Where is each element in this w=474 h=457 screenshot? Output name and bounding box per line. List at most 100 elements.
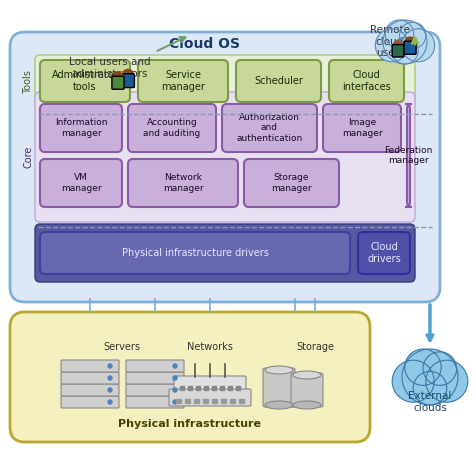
FancyBboxPatch shape	[40, 60, 130, 102]
FancyBboxPatch shape	[128, 104, 216, 152]
Circle shape	[423, 352, 456, 385]
Text: Storage: Storage	[296, 342, 334, 352]
FancyBboxPatch shape	[61, 396, 119, 408]
FancyBboxPatch shape	[35, 92, 415, 222]
Text: Physical infrastructure drivers: Physical infrastructure drivers	[121, 248, 268, 258]
Text: Servers: Servers	[103, 342, 140, 352]
Circle shape	[405, 37, 415, 48]
Ellipse shape	[265, 366, 293, 374]
Text: Administrator
tools: Administrator tools	[52, 70, 118, 92]
Circle shape	[108, 364, 112, 368]
FancyBboxPatch shape	[291, 373, 323, 407]
FancyBboxPatch shape	[392, 45, 404, 57]
FancyBboxPatch shape	[263, 368, 295, 407]
FancyBboxPatch shape	[126, 372, 184, 384]
Text: Drivers: Drivers	[23, 235, 33, 271]
FancyBboxPatch shape	[126, 384, 184, 396]
Text: Accounting
and auditing: Accounting and auditing	[143, 118, 201, 138]
FancyBboxPatch shape	[35, 224, 415, 282]
Ellipse shape	[265, 401, 293, 409]
FancyBboxPatch shape	[244, 159, 339, 207]
Circle shape	[173, 376, 177, 380]
Text: Network
manager: Network manager	[163, 173, 203, 193]
Circle shape	[385, 20, 414, 48]
Circle shape	[413, 372, 447, 405]
Circle shape	[123, 69, 133, 80]
Circle shape	[402, 349, 458, 405]
Bar	[220, 386, 224, 390]
Bar	[221, 399, 226, 403]
FancyBboxPatch shape	[358, 232, 410, 274]
Circle shape	[401, 29, 435, 62]
Circle shape	[400, 22, 426, 48]
FancyBboxPatch shape	[122, 74, 135, 87]
Bar	[212, 399, 217, 403]
FancyBboxPatch shape	[174, 376, 246, 393]
Text: Image
manager: Image manager	[342, 118, 383, 138]
Text: Remote
cloud
users: Remote cloud users	[370, 25, 410, 58]
FancyBboxPatch shape	[61, 360, 119, 372]
Bar	[180, 386, 184, 390]
Text: External
clouds: External clouds	[408, 391, 452, 413]
Circle shape	[375, 29, 408, 62]
Bar	[185, 399, 190, 403]
FancyBboxPatch shape	[40, 232, 350, 274]
Bar	[230, 399, 235, 403]
FancyBboxPatch shape	[222, 104, 317, 152]
Text: Networks: Networks	[187, 342, 233, 352]
Text: Cloud
interfaces: Cloud interfaces	[342, 70, 391, 92]
Bar	[176, 399, 181, 403]
FancyBboxPatch shape	[40, 159, 122, 207]
Text: Authorization
and
authentication: Authorization and authentication	[237, 113, 302, 143]
Circle shape	[108, 376, 112, 380]
Text: Local users and
administrators: Local users and administrators	[69, 57, 151, 79]
Text: Service
manager: Service manager	[161, 70, 205, 92]
Bar	[236, 386, 240, 390]
Bar	[203, 399, 208, 403]
Circle shape	[392, 360, 434, 402]
Circle shape	[392, 37, 418, 64]
FancyBboxPatch shape	[138, 60, 228, 102]
FancyBboxPatch shape	[404, 41, 416, 54]
Circle shape	[426, 360, 468, 402]
Text: Cloud
drivers: Cloud drivers	[367, 242, 401, 264]
Circle shape	[393, 41, 403, 50]
Bar	[228, 386, 232, 390]
Ellipse shape	[293, 401, 321, 409]
Circle shape	[108, 400, 112, 404]
Circle shape	[173, 388, 177, 392]
Bar	[212, 386, 216, 390]
Circle shape	[108, 388, 112, 392]
FancyBboxPatch shape	[169, 389, 251, 406]
FancyBboxPatch shape	[61, 372, 119, 384]
Text: Information
manager: Information manager	[55, 118, 107, 138]
Text: Federation
manager: Federation manager	[384, 146, 433, 165]
Text: Scheduler: Scheduler	[254, 76, 303, 86]
Text: Cloud OS: Cloud OS	[170, 37, 240, 51]
FancyBboxPatch shape	[10, 312, 370, 442]
Ellipse shape	[293, 371, 321, 379]
Circle shape	[383, 20, 427, 64]
FancyBboxPatch shape	[329, 60, 404, 102]
Text: Core: Core	[23, 146, 33, 168]
FancyBboxPatch shape	[112, 76, 124, 89]
FancyBboxPatch shape	[323, 104, 401, 152]
Circle shape	[113, 72, 123, 82]
FancyBboxPatch shape	[61, 384, 119, 396]
FancyBboxPatch shape	[40, 104, 122, 152]
FancyBboxPatch shape	[126, 396, 184, 408]
Bar	[204, 386, 208, 390]
Bar	[239, 399, 244, 403]
Text: VM
manager: VM manager	[61, 173, 101, 193]
Circle shape	[173, 364, 177, 368]
Bar	[194, 399, 199, 403]
Circle shape	[173, 400, 177, 404]
FancyBboxPatch shape	[10, 32, 440, 302]
FancyBboxPatch shape	[126, 360, 184, 372]
FancyBboxPatch shape	[128, 159, 238, 207]
Text: Physical infrastructure: Physical infrastructure	[118, 419, 262, 429]
Text: Tools: Tools	[23, 70, 33, 94]
FancyBboxPatch shape	[236, 60, 321, 102]
Bar	[196, 386, 200, 390]
Bar	[188, 386, 192, 390]
